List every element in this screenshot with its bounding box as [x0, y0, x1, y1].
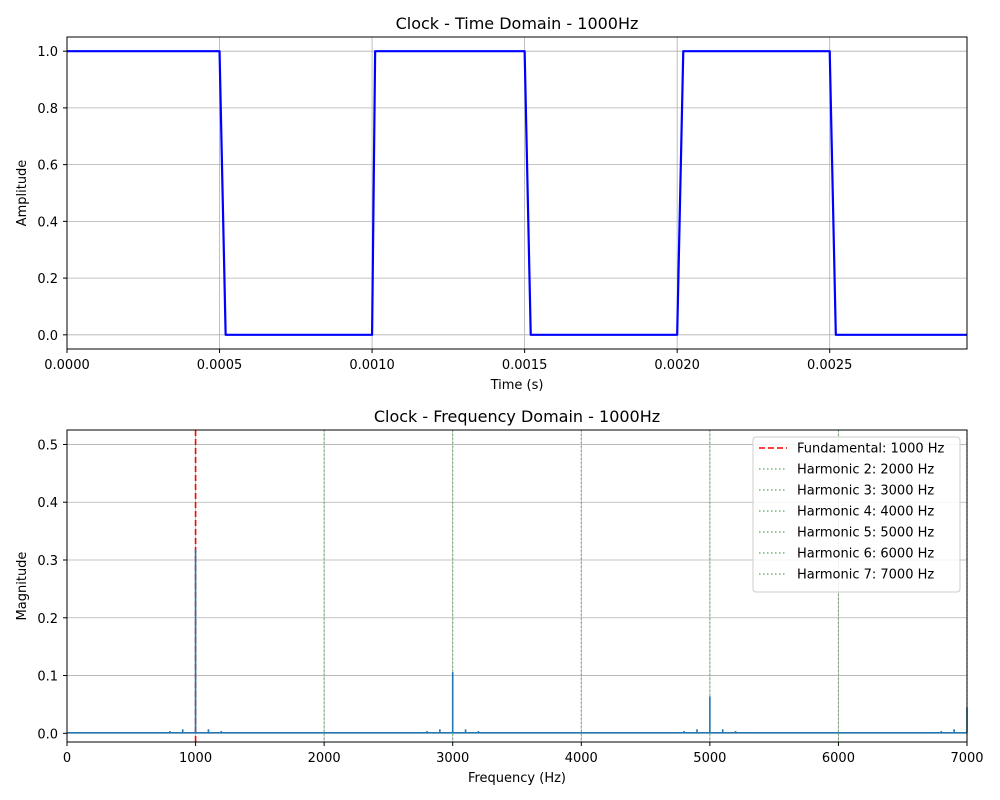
- frequency-domain-chart: Clock - Frequency Domain - 1000Hz 0 1000 2…: [15, 407, 984, 786]
- x-tick-label: 0.0010: [349, 358, 395, 373]
- x-tick-label: 0.0020: [654, 358, 700, 373]
- y-tick-label: 0.2: [37, 612, 58, 627]
- y-tick-label: 0.0: [37, 727, 58, 742]
- legend-entry-label: Harmonic 7: 7000 Hz: [797, 568, 934, 583]
- time-domain-chart: Clock - Time Domain - 1000Hz 0.0000 0.000…: [15, 14, 968, 393]
- legend-entry-label: Harmonic 4: 4000 Hz: [797, 505, 934, 520]
- y-tick-label: 0.4: [37, 496, 58, 511]
- time-domain-y-ticks: 0.0 0.2 0.4 0.6 0.8 1.0: [37, 45, 67, 344]
- time-domain-plot-frame: [66, 36, 968, 350]
- time-domain-x-ticks: 0.0000 0.0005 0.0010 0.0015 0.0020 0.0025: [44, 349, 852, 373]
- x-tick-label: 0: [63, 751, 71, 766]
- time-domain-series: [67, 50, 967, 336]
- y-tick-label: 0.2: [37, 272, 58, 287]
- legend-entry-label: Fundamental: 1000 Hz: [797, 442, 945, 457]
- x-tick-label: 2000: [308, 751, 341, 766]
- legend-box: [752, 436, 961, 593]
- legend-entry-label: Harmonic 6: 6000 Hz: [797, 547, 934, 562]
- x-tick-label: 6000: [822, 751, 855, 766]
- x-tick-label: 3000: [436, 751, 469, 766]
- frequency-domain-y-ticks: 0.0 0.1 0.2 0.3 0.4 0.5: [37, 438, 67, 742]
- y-tick-label: 0.4: [37, 215, 58, 230]
- time-domain-xlabel: Time (s): [490, 378, 544, 393]
- clock-waveform-line: [67, 50, 967, 336]
- legend-entry-label: Harmonic 5: 5000 Hz: [797, 526, 934, 541]
- x-tick-label: 4000: [565, 751, 598, 766]
- time-domain-ylabel: Amplitude: [15, 160, 30, 227]
- frequency-domain-legend: Fundamental: 1000 Hz Harmonic 2: 2000 Hz H…: [752, 436, 961, 593]
- y-tick-label: 0.5: [37, 438, 58, 453]
- x-tick-label: 5000: [693, 751, 726, 766]
- y-tick-label: 0.1: [37, 670, 58, 685]
- x-tick-label: 1000: [179, 751, 212, 766]
- frequency-domain-title: Clock - Frequency Domain - 1000Hz: [374, 407, 660, 426]
- y-tick-label: 0.0: [37, 329, 58, 344]
- x-tick-label: 0.0015: [502, 358, 548, 373]
- y-tick-label: 0.3: [37, 554, 58, 569]
- frequency-domain-xlabel: Frequency (Hz): [468, 771, 566, 786]
- y-tick-label: 0.6: [37, 159, 58, 174]
- x-tick-label: 0.0000: [44, 358, 90, 373]
- x-tick-label: 0.0005: [197, 358, 243, 373]
- legend-entry-label: Harmonic 3: 3000 Hz: [797, 484, 934, 499]
- frequency-domain-series: [67, 549, 968, 734]
- x-tick-label: 0.0025: [807, 358, 853, 373]
- time-domain-title: Clock - Time Domain - 1000Hz: [396, 14, 639, 33]
- frequency-domain-x-ticks: 0 1000 2000 3000 4000 5000 6000 7000: [63, 742, 984, 766]
- frequency-domain-plot-frame: [66, 429, 968, 743]
- x-tick-label: 7000: [950, 751, 983, 766]
- y-tick-label: 0.8: [37, 102, 58, 117]
- frequency-domain-ylabel: Magnitude: [15, 552, 30, 621]
- y-tick-label: 1.0: [37, 45, 58, 60]
- legend-entry-label: Harmonic 2: 2000 Hz: [797, 463, 934, 478]
